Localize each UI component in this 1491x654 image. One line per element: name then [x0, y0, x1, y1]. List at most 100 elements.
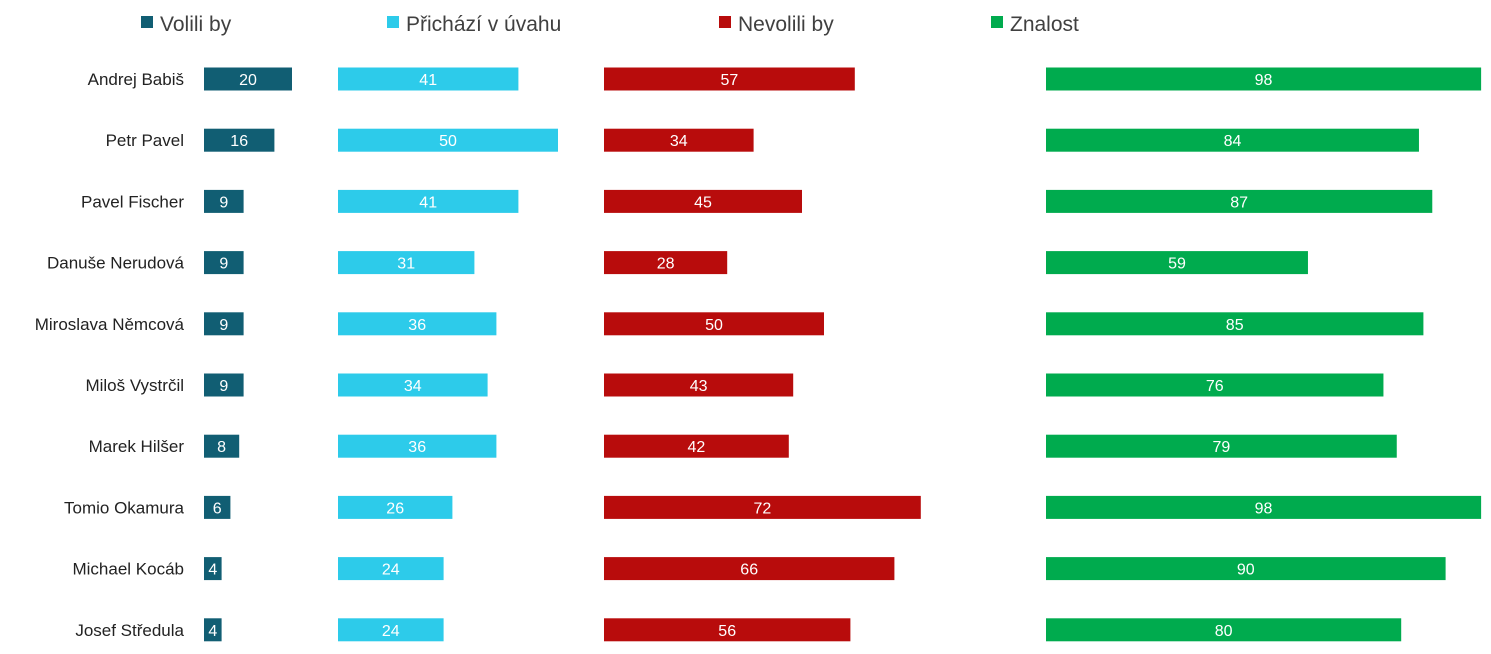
data-label: 34: [670, 133, 688, 150]
legend-label: Volili by: [160, 13, 232, 36]
data-label: 50: [439, 133, 457, 150]
legend-swatch: [141, 16, 153, 28]
legend-label: Znalost: [1010, 13, 1079, 36]
data-label: 98: [1255, 500, 1273, 517]
bars: 2016999986444150413136343626242457344528…: [204, 67, 1482, 642]
category-label: Pavel Fischer: [81, 192, 184, 211]
bar: [1046, 618, 1402, 642]
bar: [204, 67, 292, 91]
bar: [1046, 189, 1433, 213]
bar: [1046, 312, 1424, 336]
bar: [1046, 251, 1308, 275]
bar: [204, 618, 222, 642]
data-label: 87: [1230, 194, 1248, 211]
category-label: Tomio Okamura: [64, 498, 185, 517]
bar: [338, 189, 519, 213]
data-label: 43: [690, 378, 708, 395]
data-label: 41: [419, 194, 437, 211]
bar: [204, 312, 244, 336]
legend: Volili by Přichází v úvahu Nevolili by Znal…: [141, 13, 1079, 36]
data-label: 72: [754, 500, 772, 517]
bar: [338, 618, 444, 642]
data-label: 66: [740, 562, 758, 579]
data-label: 24: [382, 623, 400, 640]
bar: [1046, 67, 1482, 91]
bar: [604, 67, 855, 91]
category-label: Marek Hilšer: [89, 437, 185, 456]
category-label: Danuše Nerudová: [47, 254, 185, 273]
data-label: 9: [219, 256, 228, 273]
bar: [204, 495, 231, 519]
bar: [204, 557, 222, 581]
data-label: 31: [397, 256, 415, 273]
data-label: 59: [1168, 256, 1186, 273]
bar: [1046, 373, 1384, 397]
bar: [604, 189, 802, 213]
data-label: 80: [1215, 623, 1233, 640]
data-label: 9: [219, 378, 228, 395]
bar: [1046, 434, 1397, 458]
data-label: 56: [718, 623, 736, 640]
bar: [204, 128, 275, 152]
bar: [204, 373, 244, 397]
bar: [204, 434, 240, 458]
data-label: 84: [1224, 133, 1242, 150]
bar: [338, 251, 475, 275]
data-label: 26: [386, 500, 404, 517]
data-label: 42: [688, 439, 706, 456]
bar: [604, 557, 895, 581]
data-label: 90: [1237, 562, 1255, 579]
data-label: 28: [657, 256, 675, 273]
bar: [1046, 557, 1446, 581]
data-label: 6: [213, 500, 222, 517]
data-label: 8: [217, 439, 226, 456]
bar: [1046, 495, 1482, 519]
bar: [604, 312, 824, 336]
data-label: 36: [408, 317, 426, 334]
data-label: 79: [1212, 439, 1230, 456]
legend-label: Nevolili by: [738, 13, 834, 36]
data-label: 4: [208, 562, 217, 579]
data-label: 41: [419, 72, 437, 89]
bar: [604, 128, 754, 152]
category-labels: Andrej Babiš Petr Pavel Pavel Fischer Danuš…: [35, 70, 185, 640]
data-label: 4: [208, 623, 217, 640]
bar: [338, 495, 453, 519]
category-label: Miloš Vystrčil: [85, 376, 184, 395]
data-label: 9: [219, 194, 228, 211]
data-label: 98: [1255, 72, 1273, 89]
data-label: 9: [219, 317, 228, 334]
bar: [338, 557, 444, 581]
category-label: Miroslava Němcová: [35, 315, 185, 334]
bar: [338, 128, 558, 152]
legend-swatch: [991, 16, 1003, 28]
bar: [604, 618, 851, 642]
data-label: 20: [239, 72, 257, 89]
data-label: 34: [404, 378, 422, 395]
data-label: 57: [721, 72, 739, 89]
legend-swatch: [719, 16, 731, 28]
data-label: 45: [694, 194, 712, 211]
bar: [204, 189, 244, 213]
bar: [338, 434, 497, 458]
data-label: 50: [705, 317, 723, 334]
bar: [338, 312, 497, 336]
bar: [204, 251, 244, 275]
data-label: 76: [1206, 378, 1224, 395]
bar: [338, 373, 488, 397]
category-label: Andrej Babiš: [88, 70, 184, 89]
category-label: Petr Pavel: [106, 131, 184, 150]
bar: [338, 67, 519, 91]
data-label: 36: [408, 439, 426, 456]
data-label: 85: [1226, 317, 1244, 334]
category-label: Josef Středula: [75, 621, 184, 640]
bar: [604, 251, 728, 275]
bar: [1046, 128, 1419, 152]
bar: [604, 434, 789, 458]
legend-label: Přichází v úvahu: [406, 13, 561, 36]
bar: [604, 495, 921, 519]
category-label: Michael Kocáb: [72, 560, 184, 579]
data-label: 16: [230, 133, 248, 150]
legend-swatch: [387, 16, 399, 28]
